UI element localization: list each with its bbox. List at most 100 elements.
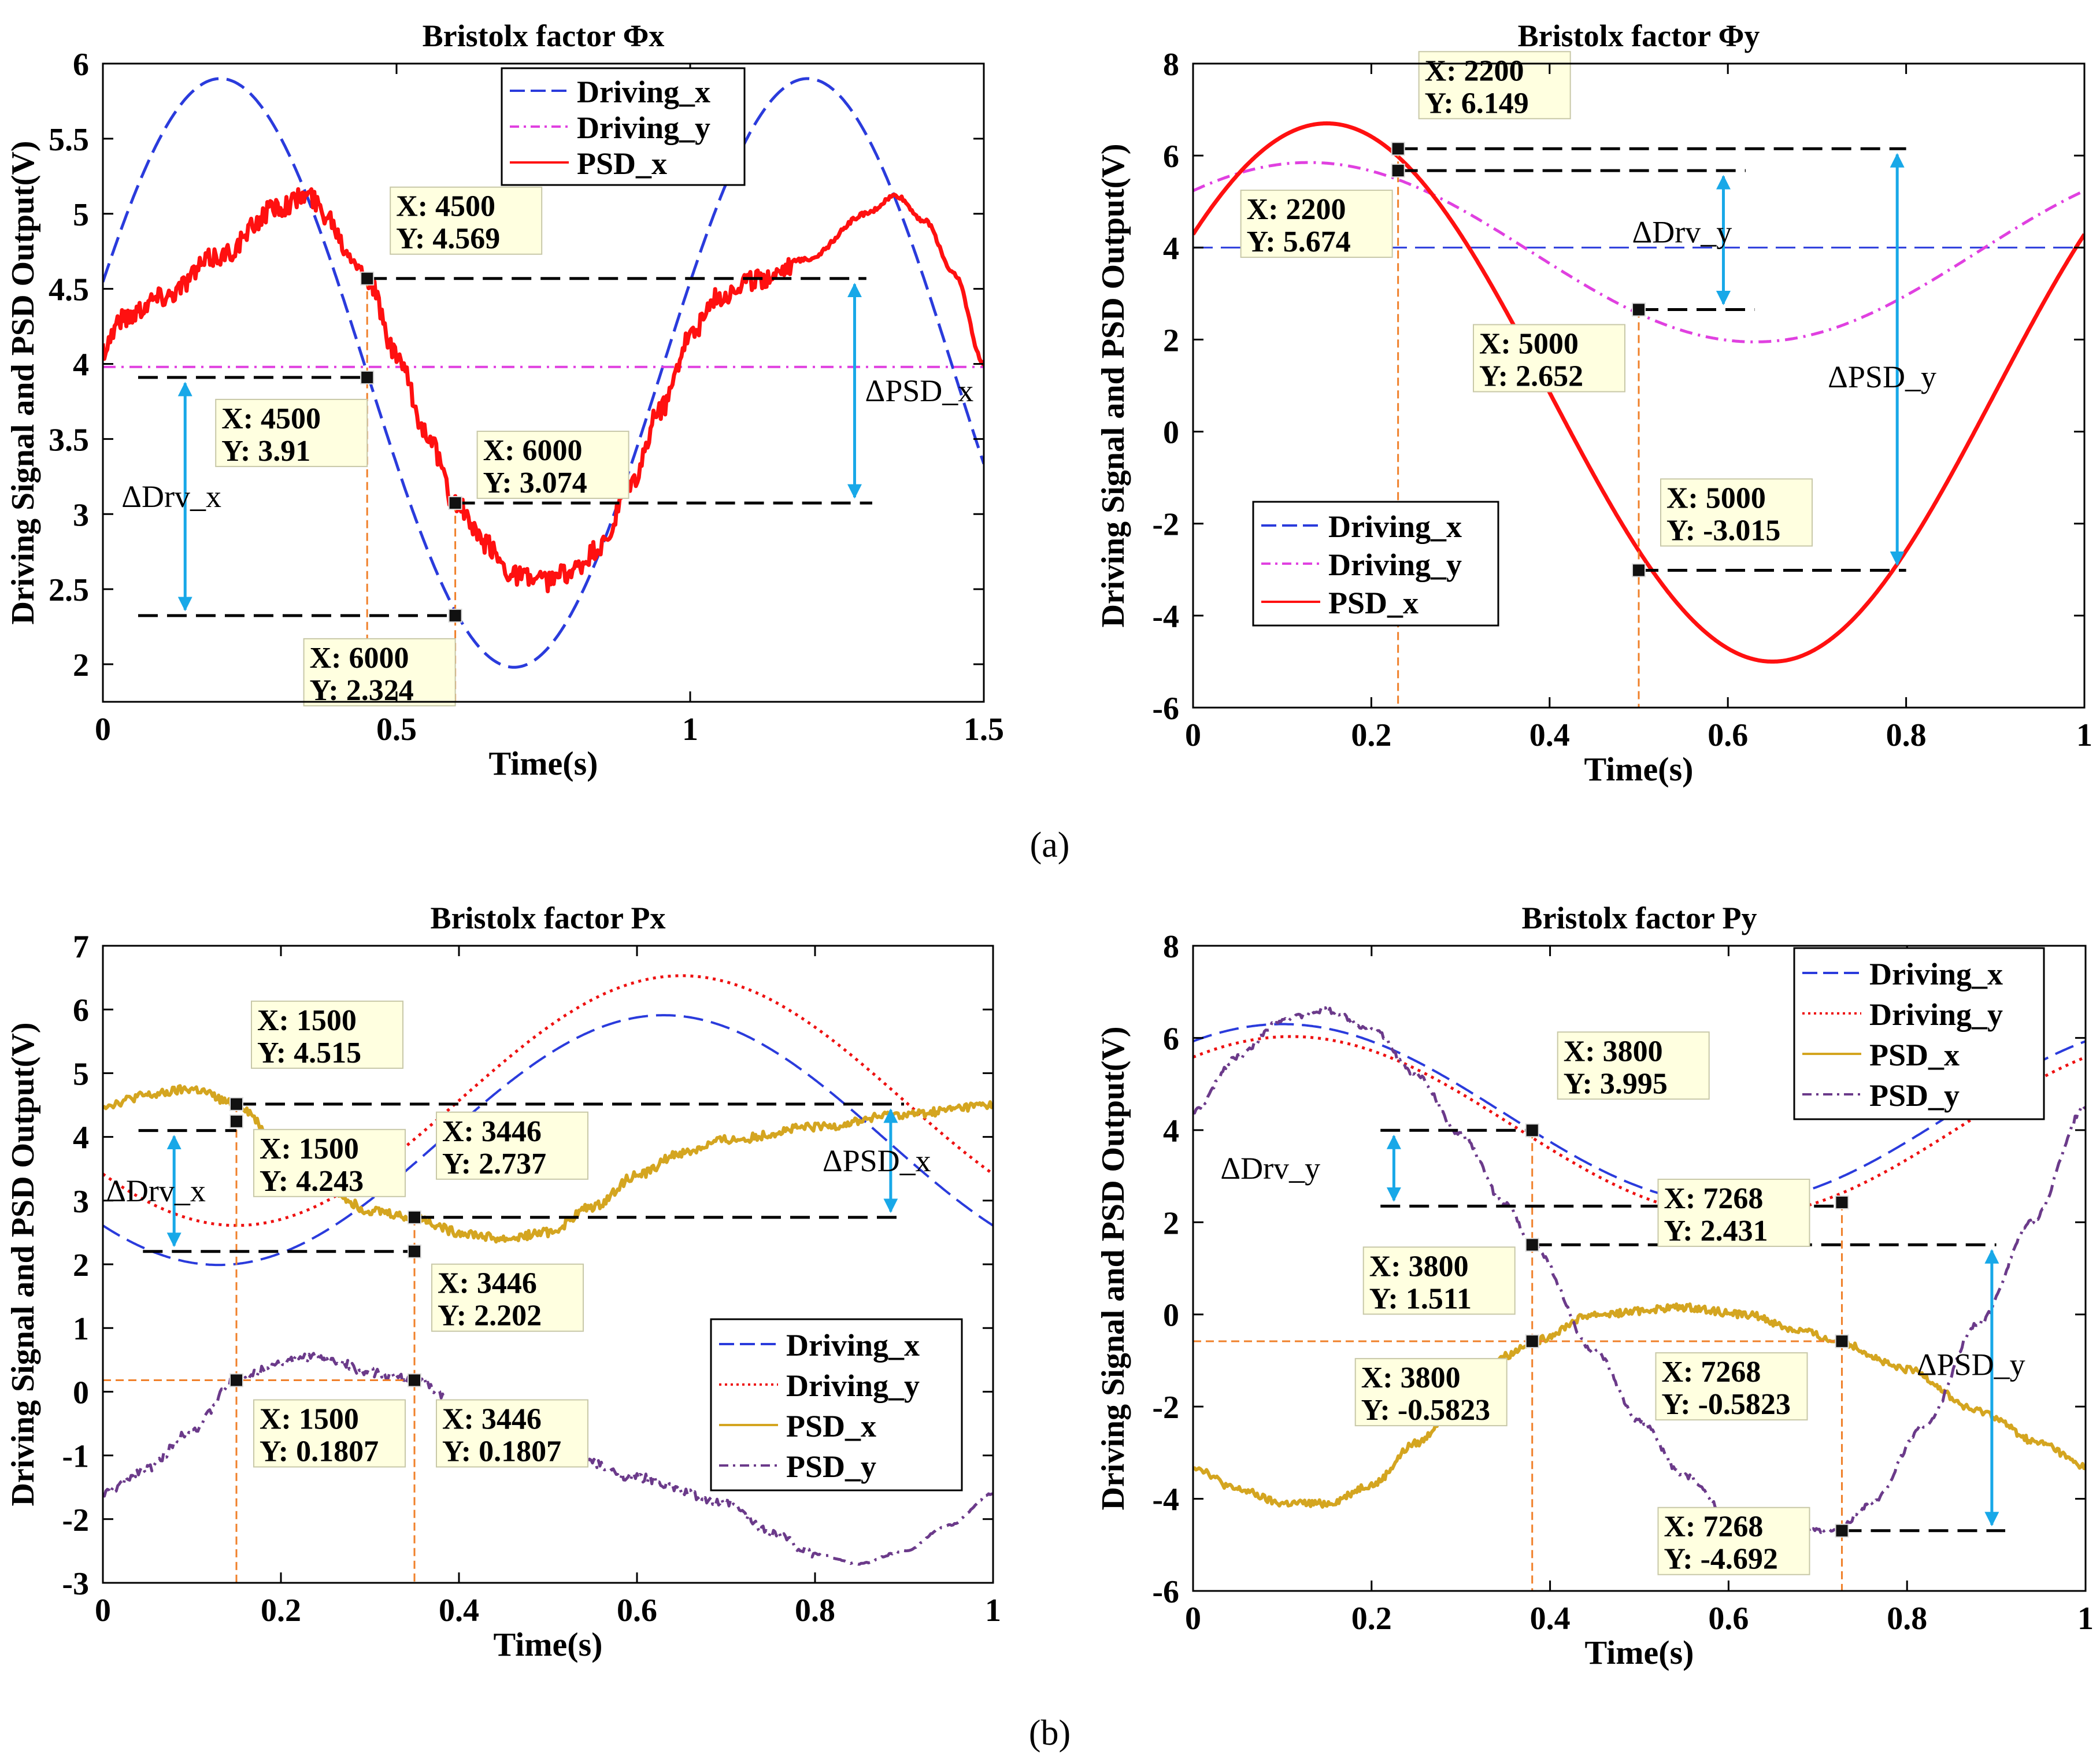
x-tick-label: 1 (2077, 1601, 2094, 1637)
datatip-marker (1525, 1123, 1539, 1138)
legend-label-driving-y: Driving_y (1869, 997, 2003, 1032)
legend-box (710, 1318, 963, 1491)
x-tick-label: 0 (1185, 1601, 1201, 1637)
legend-label-psd-y: PSD_y (1869, 1078, 1960, 1113)
x-tick-label: 0.6 (617, 1593, 657, 1629)
y-tick-label: 0 (73, 1375, 89, 1411)
axes-frame (102, 62, 985, 703)
datatip-marker (1391, 164, 1405, 178)
delta-label: ΔPSD_y (1917, 1347, 2025, 1382)
datatip-marker (1835, 1195, 1849, 1209)
delta-label: ΔDrv_y (1220, 1151, 1320, 1186)
datatip-y: Y: 6.149 (1425, 87, 1529, 120)
legend-label-psd-x: PSD_x (577, 146, 667, 181)
x-tick-label: 0.2 (1351, 1601, 1392, 1637)
x-tick-label: 0.4 (1530, 1601, 1571, 1637)
datatip-marker (448, 496, 462, 510)
datatip-x: X: 3446 (438, 1267, 537, 1300)
chart-title: Bristolx factor Py (1522, 901, 1757, 935)
delta-label: ΔDrv_x (106, 1174, 206, 1208)
y-tick-label: 4 (73, 347, 89, 383)
datatip-x: X: 3446 (442, 1115, 542, 1148)
y-tick-label: -2 (1152, 507, 1179, 543)
series-line-driving-x (1193, 1023, 2086, 1205)
datatip-box (1362, 1246, 1516, 1315)
datatip-x: X: 7268 (1664, 1511, 1763, 1544)
y-tick-label: 4 (1163, 1113, 1179, 1149)
datatip-marker (360, 271, 375, 286)
datatip-box (431, 1263, 584, 1332)
delta-label: ΔPSD_y (1828, 360, 1936, 394)
datatip-x: X: 5000 (1666, 482, 1766, 515)
x-tick-label: 1.5 (964, 712, 1004, 747)
axes-frame (1192, 945, 2087, 1592)
legend-label-driving-y: Driving_y (1328, 547, 1462, 582)
datatip-y: Y: 5.674 (1247, 225, 1351, 258)
series-line-psd-x (1193, 1302, 2086, 1509)
datatip-x: X: 1500 (260, 1132, 359, 1165)
series-line-driving-x (103, 77, 984, 669)
y-tick-label: 8 (1163, 929, 1179, 965)
legend-label-driving-x: Driving_x (786, 1328, 920, 1363)
y-tick-label: 5.5 (49, 122, 89, 158)
y-tick-label: 4 (73, 1120, 89, 1156)
datatip-y: Y: 3.995 (1564, 1067, 1668, 1100)
datatip-x: X: 7268 (1664, 1182, 1763, 1215)
y-tick-label: -2 (62, 1502, 89, 1538)
datatip-x: X: 2200 (1247, 193, 1346, 226)
datatip-marker (1525, 1334, 1539, 1349)
datatip-box (1657, 1507, 1810, 1575)
legend-box (1252, 501, 1499, 627)
plot-data-layer (103, 77, 984, 669)
delta-label: ΔDrv_y (1632, 214, 1732, 249)
datatip-y: Y: -0.5823 (1361, 1394, 1490, 1427)
legend-label-psd-y: PSD_y (786, 1449, 876, 1484)
y-tick-label: -6 (1152, 1574, 1179, 1610)
legend-box (501, 67, 746, 186)
y-tick-label: 7 (73, 929, 89, 965)
datatip-box (1557, 1031, 1710, 1100)
delta-label: ΔPSD_x (823, 1143, 931, 1178)
y-tick-label: 0 (1163, 415, 1179, 451)
x-tick-label: 0 (1185, 717, 1201, 753)
legend-label-driving-y: Driving_y (786, 1368, 920, 1403)
datatip-x: X: 4500 (221, 402, 321, 435)
y-tick-label: 3.5 (49, 422, 89, 458)
axes-frame (1192, 62, 2086, 709)
datatip-marker (1632, 302, 1646, 317)
y-tick-label: 6 (1163, 1021, 1179, 1057)
y-axis-label: Driving Signal and PSD Output(V) (1095, 143, 1131, 627)
chart-title: Bristolx factor Φy (1518, 18, 1760, 53)
legend-label-driving-x: Driving_x (1328, 509, 1462, 544)
datatip-x: X: 4500 (396, 190, 495, 223)
series-line-psd-y (1193, 1006, 2086, 1534)
y-tick-label: 4 (1163, 231, 1179, 267)
x-axis-label: Time(s) (488, 745, 598, 782)
x-tick-label: 1 (985, 1593, 1001, 1629)
datatip-x: X: 1500 (257, 1004, 357, 1037)
y-tick-label: 2 (73, 1248, 89, 1283)
legend-label-driving-x: Driving_x (577, 75, 710, 109)
datatip-marker (1835, 1523, 1849, 1538)
figure-label-b: (b) (1029, 1713, 1071, 1753)
x-tick-label: 0.8 (1887, 1601, 1927, 1637)
y-tick-label: -4 (1152, 1482, 1179, 1518)
datatip-box (1655, 1352, 1808, 1421)
y-tick-label: 0 (1163, 1298, 1179, 1334)
legend-label-psd-x: PSD_x (1869, 1038, 1960, 1072)
y-tick-label: 2 (73, 647, 89, 683)
y-tick-label: 5 (73, 1056, 89, 1092)
datatip-box (436, 1111, 588, 1180)
datatip-y: Y: 0.1807 (260, 1435, 379, 1468)
legend-label-psd-x: PSD_x (1328, 586, 1418, 620)
datatip-y: Y: 4.515 (257, 1037, 361, 1069)
x-tick-label: 0.5 (376, 712, 417, 747)
x-axis-label: Time(s) (1584, 1634, 1694, 1671)
x-tick-label: 0.2 (1351, 717, 1391, 753)
datatip-y: Y: 2.202 (438, 1300, 542, 1333)
